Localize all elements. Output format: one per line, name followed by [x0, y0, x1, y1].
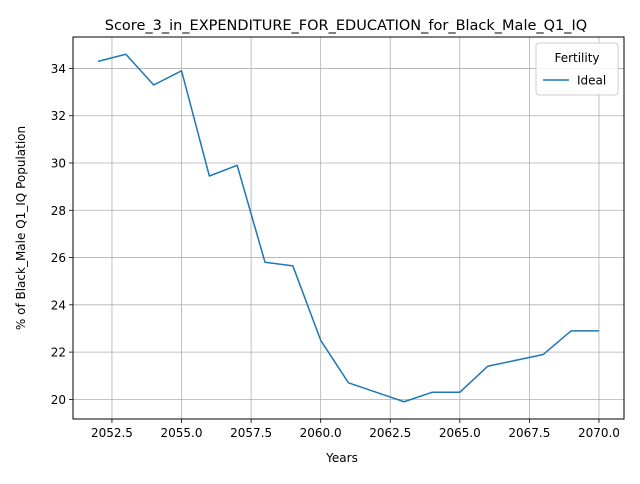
x-tick-label: 2055.0: [161, 426, 203, 440]
series-layer: [97, 53, 599, 403]
x-axis: 2052.5 2055.0 2057.5 2060.0 2062.5 2065.0 2067…: [91, 419, 620, 440]
y-axis-label: % of Black_Male Q1_IQ Population: [14, 126, 28, 330]
x-tick-label: 2062.5: [369, 426, 411, 440]
legend-label: Ideal: [577, 74, 606, 88]
x-axis-label: Years: [325, 451, 358, 465]
y-tick-label: 24: [51, 298, 66, 312]
x-tick-label: 2070.0: [578, 426, 620, 440]
y-tick-label: 22: [51, 346, 66, 360]
series-line-ideal: [97, 53, 599, 403]
legend-title: Fertility: [554, 51, 599, 65]
chart-title: Score_3_in_EXPENDITURE_FOR_EDUCATION_for…: [105, 18, 587, 34]
x-tick-label: 2067.5: [508, 426, 550, 440]
y-tick-label: 30: [51, 156, 66, 170]
x-tick-label: 2065.0: [439, 426, 481, 440]
y-tick-label: 26: [51, 251, 66, 265]
plot-frame: [72, 36, 625, 420]
x-tick-label: 2052.5: [91, 426, 133, 440]
y-tick-label: 34: [51, 62, 66, 76]
x-tick-label: 2060.0: [300, 426, 342, 440]
grid: [73, 37, 624, 419]
legend-box: [535, 42, 619, 96]
y-tick-label: 20: [51, 393, 66, 407]
legend: Fertility Ideal: [535, 42, 619, 96]
y-tick-label: 32: [51, 109, 66, 123]
x-tick-label: 2057.5: [230, 426, 272, 440]
y-tick-label: 28: [51, 204, 66, 218]
y-axis: 20 22 24 26 28 30 32 34: [51, 62, 73, 407]
